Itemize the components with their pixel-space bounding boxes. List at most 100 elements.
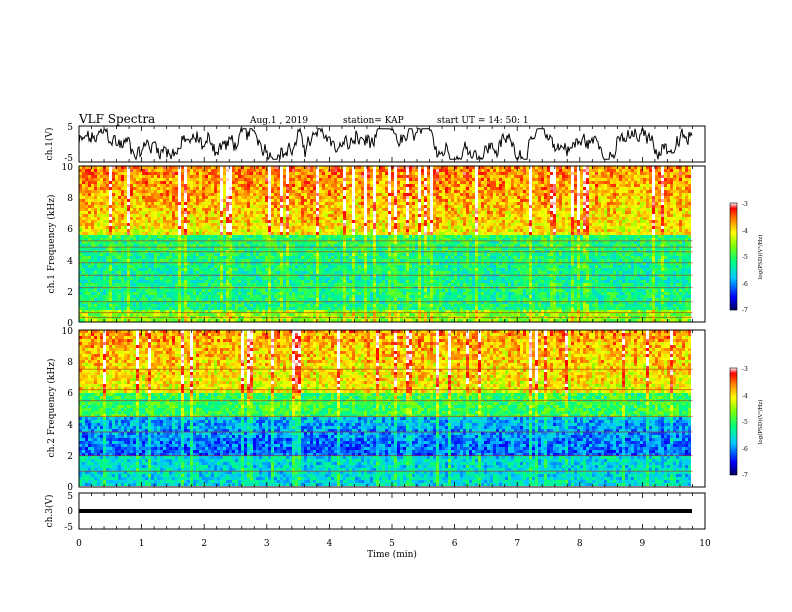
spectrogram-cell: [217, 187, 220, 190]
spectrogram-cell: [124, 214, 127, 217]
spectrogram-cell: [580, 205, 583, 208]
spectrogram-cell: [688, 199, 691, 202]
spectrogram-cell: [412, 235, 415, 238]
spectrogram-cell: [643, 229, 646, 232]
spectrogram-cell: [652, 217, 655, 220]
spectrogram-cell: [574, 235, 577, 238]
spectrogram-cell: [106, 199, 109, 202]
spectrogram-cell: [490, 181, 493, 184]
spectrogram-cell: [316, 193, 319, 196]
spectrogram-cell: [211, 196, 214, 199]
spectrogram-cell: [682, 211, 685, 214]
spectrogram-cell: [193, 217, 196, 220]
spectrogram-cell: [439, 229, 442, 232]
spectrogram-cell: [472, 196, 475, 199]
spectrogram-cell: [676, 208, 679, 211]
spectrogram-cell: [484, 193, 487, 196]
spectrogram-cell: [280, 169, 283, 172]
spectrogram-cell: [379, 202, 382, 205]
spectrogram-cell: [388, 202, 391, 205]
spectrogram-cell: [445, 199, 448, 202]
spectrogram-cell: [559, 202, 562, 205]
spectrogram-cell: [124, 202, 127, 205]
spectrogram-cell: [220, 211, 223, 214]
spectrogram-cell: [385, 208, 388, 211]
spectrogram-cell: [373, 199, 376, 202]
spectrogram-cell: [88, 226, 91, 229]
spectrogram-cell: [238, 175, 241, 178]
spectrogram-cell: [673, 220, 676, 223]
spectrogram-cell: [427, 226, 430, 229]
spectrogram-cell: [259, 208, 262, 211]
spectrogram-cell: [403, 196, 406, 199]
spectrogram-cell: [304, 235, 307, 238]
spectrogram-cell: [208, 175, 211, 178]
spectrogram-cell: [661, 205, 664, 208]
spectrogram-cell: [292, 172, 295, 175]
spectrogram-cell: [307, 187, 310, 190]
spectrogram-cell: [628, 232, 631, 235]
spectrogram-cell: [250, 202, 253, 205]
spectrogram-cell: [151, 214, 154, 217]
spectrogram-cell: [349, 205, 352, 208]
spectrogram-cell: [598, 208, 601, 211]
spectrogram-cell: [415, 223, 418, 226]
spectrogram-cell: [658, 172, 661, 175]
spectrogram-cell: [238, 190, 241, 193]
spectrogram-cell: [247, 208, 250, 211]
spectrogram-cell: [493, 172, 496, 175]
spectrogram-cell: [409, 169, 412, 172]
spectrogram-cell: [685, 199, 688, 202]
spectrogram-cell: [658, 196, 661, 199]
spectrogram-cell: [481, 199, 484, 202]
spectrogram-cell: [85, 184, 88, 187]
spectrogram-cell: [184, 217, 187, 220]
spectrogram-cell: [130, 172, 133, 175]
spectrogram-cell: [142, 181, 145, 184]
spectrogram-cell: [292, 169, 295, 172]
spectrogram-cell: [232, 226, 235, 229]
spectrogram-cell: [505, 217, 508, 220]
spectrogram-cell: [217, 190, 220, 193]
spectrogram-cell: [151, 202, 154, 205]
spectrogram-cell: [661, 178, 664, 181]
spectrogram-cell: [331, 196, 334, 199]
spectrogram-cell: [427, 205, 430, 208]
spectrogram-cell: [670, 220, 673, 223]
spectrogram-cell: [259, 187, 262, 190]
spectrogram-cell: [535, 199, 538, 202]
ch1-ytick-top: 5: [67, 123, 73, 133]
spectrogram-cell: [322, 208, 325, 211]
spectrogram-cell: [190, 232, 193, 235]
spectrogram-cell: [679, 229, 682, 232]
spectrogram-cell: [292, 196, 295, 199]
spectrogram-cell: [301, 214, 304, 217]
spectrogram-cell: [178, 193, 181, 196]
spectrogram-cell: [496, 232, 499, 235]
spectrogram-cell: [379, 181, 382, 184]
spectrogram-cell: [280, 211, 283, 214]
spectrogram-cell: [532, 199, 535, 202]
spectrogram-cell: [424, 181, 427, 184]
spectrogram-cell: [223, 199, 226, 202]
spectrogram-cell: [433, 178, 436, 181]
spectrogram-cell: [511, 208, 514, 211]
spectrogram-cell: [334, 205, 337, 208]
spectrogram-cell: [292, 232, 295, 235]
spectrogram-cell: [634, 196, 637, 199]
spectrogram-cell: [367, 190, 370, 193]
spectrogram-cell: [550, 169, 553, 172]
spectrogram-cell: [169, 211, 172, 214]
spectrogram-cell: [316, 187, 319, 190]
spectrogram-cell: [565, 172, 568, 175]
spectrogram-cell: [637, 175, 640, 178]
spectrogram-cell: [616, 196, 619, 199]
spectrogram-cell: [520, 196, 523, 199]
spectrogram-cell: [148, 220, 151, 223]
spectrogram-cell: [358, 217, 361, 220]
spectrogram-cell: [205, 214, 208, 217]
spectrogram-cell: [454, 193, 457, 196]
spectrogram-cell: [421, 220, 424, 223]
spectrogram-cell: [244, 208, 247, 211]
spectrogram-cell: [340, 235, 343, 238]
